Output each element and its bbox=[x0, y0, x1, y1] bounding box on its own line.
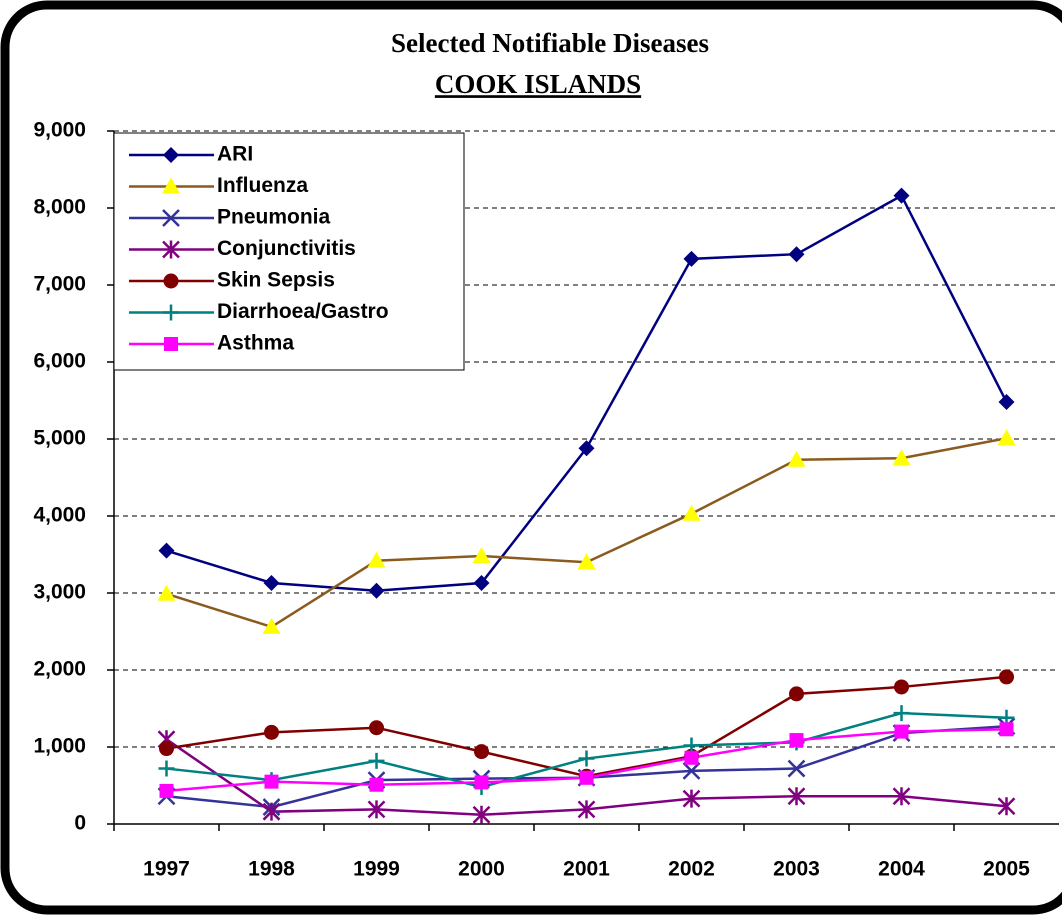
x-tick-label: 1999 bbox=[353, 858, 400, 881]
marker bbox=[162, 209, 180, 227]
marker bbox=[368, 752, 385, 769]
marker bbox=[369, 777, 384, 792]
marker bbox=[893, 705, 910, 722]
marker bbox=[789, 686, 804, 702]
marker bbox=[367, 800, 386, 819]
marker bbox=[159, 783, 174, 798]
chart-title: Selected Notifiable Diseases bbox=[391, 28, 709, 58]
marker bbox=[998, 394, 1015, 411]
marker bbox=[684, 750, 699, 765]
x-tick-label: 2003 bbox=[773, 858, 820, 881]
marker bbox=[262, 802, 281, 821]
marker bbox=[368, 582, 385, 599]
marker bbox=[472, 805, 491, 824]
marker bbox=[472, 547, 491, 564]
marker bbox=[999, 722, 1014, 737]
marker bbox=[163, 273, 179, 289]
y-tick-label: 9,000 bbox=[33, 119, 86, 142]
y-tick-label: 2,000 bbox=[33, 658, 86, 681]
chart-subtitle: COOK ISLANDS bbox=[435, 69, 641, 99]
x-tick-label: 1997 bbox=[143, 858, 190, 881]
legend-label: Influenza bbox=[217, 174, 308, 197]
legend-label: Pneumonia bbox=[217, 206, 331, 229]
x-tick-label: 2002 bbox=[668, 858, 715, 881]
marker bbox=[892, 787, 911, 806]
marker bbox=[682, 504, 701, 521]
marker bbox=[578, 440, 595, 457]
marker bbox=[163, 147, 179, 163]
marker bbox=[788, 246, 805, 263]
marker bbox=[474, 744, 489, 760]
x-tick-label: 1998 bbox=[248, 858, 295, 881]
legend-label: Diarrhoea/Gastro bbox=[217, 300, 389, 323]
marker bbox=[369, 720, 384, 736]
x-tick-label: 2000 bbox=[458, 858, 505, 881]
marker bbox=[159, 741, 174, 757]
legend-label: ARI bbox=[217, 143, 253, 166]
marker bbox=[264, 724, 279, 740]
y-tick-label: 6,000 bbox=[33, 350, 86, 373]
marker bbox=[787, 787, 806, 806]
marker bbox=[682, 761, 701, 780]
y-tick-label: 4,000 bbox=[33, 504, 86, 527]
x-tick-label: 2001 bbox=[563, 858, 610, 881]
marker bbox=[164, 337, 178, 351]
marker bbox=[892, 449, 911, 466]
x-tick-label: 2005 bbox=[983, 858, 1030, 881]
marker bbox=[158, 760, 175, 777]
marker bbox=[999, 669, 1014, 685]
marker bbox=[682, 789, 701, 808]
marker bbox=[263, 574, 280, 591]
y-tick-label: 0 bbox=[74, 812, 86, 835]
marker bbox=[577, 553, 596, 570]
marker bbox=[579, 770, 594, 785]
marker bbox=[157, 584, 176, 601]
legend-label: Conjunctivitis bbox=[217, 237, 356, 260]
marker bbox=[162, 240, 180, 259]
marker bbox=[787, 759, 806, 778]
y-tick-label: 7,000 bbox=[33, 273, 86, 296]
legend-label: Skin Sepsis bbox=[217, 269, 335, 292]
marker bbox=[894, 679, 909, 695]
marker bbox=[264, 774, 279, 789]
marker bbox=[162, 177, 180, 194]
marker bbox=[473, 574, 490, 591]
y-tick-label: 8,000 bbox=[33, 196, 86, 219]
marker bbox=[997, 797, 1016, 816]
marker bbox=[997, 429, 1016, 446]
y-tick-label: 5,000 bbox=[33, 427, 86, 450]
legend-label: Asthma bbox=[217, 332, 294, 355]
marker bbox=[893, 187, 910, 204]
marker bbox=[163, 304, 179, 321]
marker bbox=[367, 551, 386, 568]
marker bbox=[683, 250, 700, 267]
marker bbox=[894, 724, 909, 739]
y-tick-label: 3,000 bbox=[33, 581, 86, 604]
y-tick-label: 1,000 bbox=[33, 735, 86, 758]
x-tick-label: 2004 bbox=[878, 858, 925, 881]
marker bbox=[158, 542, 175, 559]
marker bbox=[578, 750, 595, 767]
marker bbox=[789, 733, 804, 748]
marker bbox=[262, 617, 281, 634]
marker bbox=[474, 775, 489, 790]
marker bbox=[577, 800, 596, 819]
marker bbox=[787, 450, 806, 467]
